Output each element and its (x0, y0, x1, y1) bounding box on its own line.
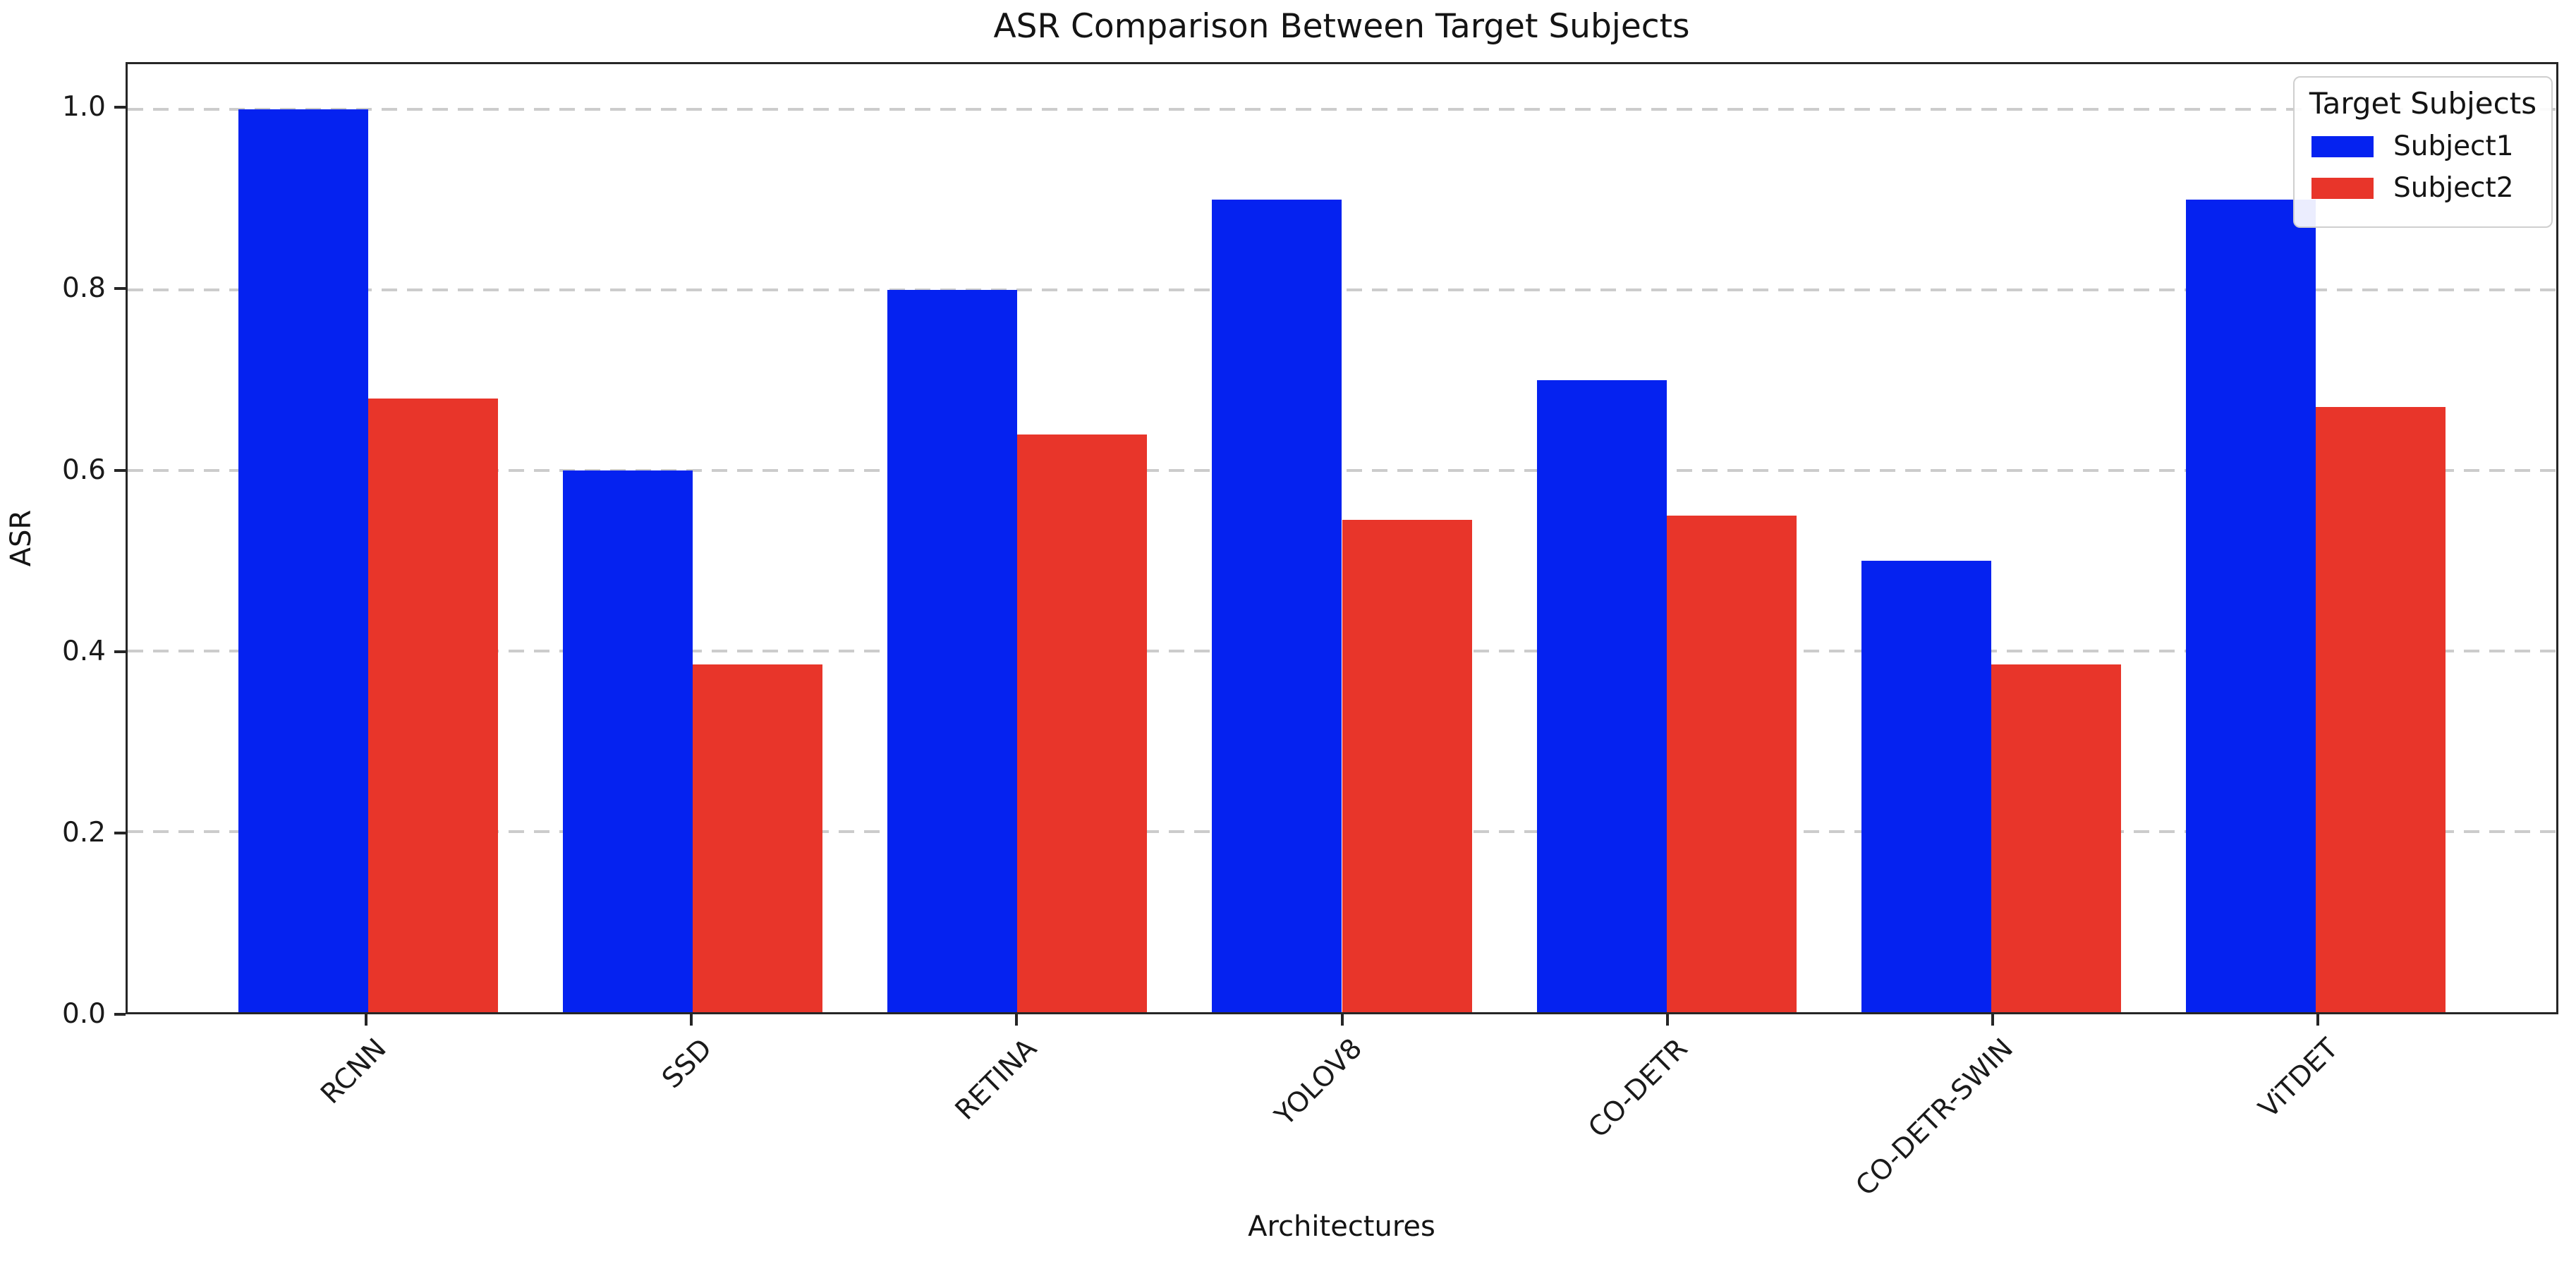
x-tick-label: SSD (656, 1033, 719, 1095)
bar-yolov8-subject1 (1212, 200, 1342, 1012)
legend-items: Subject1 Subject2 (2306, 130, 2540, 204)
plot-area (126, 62, 2558, 1014)
y-tick-mark (114, 1013, 126, 1016)
x-tick-label: RCNN (315, 1033, 394, 1111)
gridline (128, 288, 2556, 291)
x-axis-label: Architectures (1248, 1210, 1435, 1243)
bar-co-detr-swin-subject1 (1861, 561, 1992, 1012)
legend-item-subject1: Subject1 (2311, 130, 2540, 162)
x-tick-mark (1665, 1014, 1669, 1026)
y-axis-label: ASR (5, 509, 37, 567)
y-tick-mark (114, 106, 126, 109)
x-tick-mark (1015, 1014, 1019, 1026)
legend-swatch-subject2 (2311, 177, 2374, 199)
bar-vitdet-subject1 (2186, 200, 2316, 1012)
legend-item-label: Subject1 (2393, 130, 2514, 162)
x-tick-label: CO-DETR (1582, 1033, 1694, 1145)
legend-title: Target Subjects (2309, 86, 2537, 121)
y-tick-label: 0.8 (61, 272, 106, 305)
bar-rcnn-subject2 (367, 398, 498, 1012)
gridline (128, 469, 2556, 473)
x-tick-mark (690, 1014, 693, 1026)
y-tick-mark (114, 831, 126, 834)
legend-item-label: Subject2 (2393, 172, 2514, 204)
y-tick-label: 0.6 (61, 454, 106, 486)
x-tick-mark (365, 1014, 368, 1026)
bar-ssd-subject1 (562, 470, 693, 1012)
gridline (128, 108, 2556, 111)
x-tick-label: RETINA (949, 1033, 1044, 1126)
bar-co-detr-swin-subject2 (1991, 664, 2122, 1012)
bar-ssd-subject2 (692, 664, 823, 1012)
x-tick-mark (1340, 1014, 1344, 1026)
y-tick-mark (114, 287, 126, 291)
bar-retina-subject1 (887, 290, 1018, 1012)
bar-yolov8-subject2 (1342, 520, 1472, 1012)
y-tick-mark (114, 468, 126, 472)
legend-swatch-subject1 (2311, 135, 2374, 157)
y-tick-mark (114, 650, 126, 653)
x-tick-label: YOLOV8 (1269, 1033, 1369, 1132)
x-tick-label: ViTDET (2252, 1033, 2345, 1125)
bar-co-detr-subject1 (1536, 380, 1667, 1012)
bar-co-detr-subject2 (1666, 516, 1797, 1012)
x-tick-mark (1991, 1014, 1994, 1026)
x-tick-label: CO-DETR-SWIN (1849, 1033, 2019, 1203)
y-tick-label: 1.0 (61, 91, 106, 123)
legend: Target Subjects Subject1 Subject2 (2293, 76, 2553, 228)
y-tick-label: 0.0 (61, 998, 106, 1030)
legend-item-subject2: Subject2 (2311, 172, 2540, 204)
bar-rcnn-subject1 (238, 109, 368, 1012)
x-tick-mark (2316, 1014, 2319, 1026)
y-tick-label: 0.4 (61, 635, 106, 667)
bar-vitdet-subject2 (2316, 407, 2446, 1012)
chart-title: ASR Comparison Between Target Subjects (993, 7, 1690, 46)
bar-retina-subject2 (1017, 434, 1148, 1012)
y-tick-label: 0.2 (61, 816, 106, 849)
